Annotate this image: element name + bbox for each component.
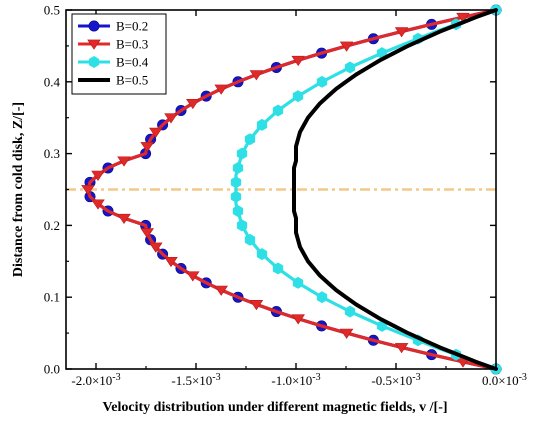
data-point-B=0.4-28 [232, 162, 244, 174]
x-axis-title: Velocity distribution under different ma… [102, 400, 447, 415]
data-point-B=0.3-17 [149, 242, 163, 253]
data-point-B=0.4-26 [230, 176, 242, 189]
data-point-B=0.4-18 [244, 233, 256, 246]
data-point-B=0.4-10 [316, 291, 328, 304]
legend-entry-B=0.3: B=0.3 [78, 37, 148, 52]
y-tick-label: 0.2 [44, 218, 60, 233]
y-tick-label: 0.1 [44, 290, 60, 305]
series-line-B=0.5 [292, 8, 498, 371]
legend-label: B=0.5 [116, 73, 148, 88]
legend-marker [88, 56, 100, 68]
data-point-B=0.4-14 [272, 262, 284, 275]
data-point-B=0.4-32 [244, 133, 256, 146]
legend-marker [87, 39, 101, 50]
data-point-B=0.3-29 [117, 156, 131, 167]
data-point-B=0.3-21 [117, 213, 131, 225]
y-tick-label: 0.3 [44, 146, 60, 161]
data-point-B=0.4-8 [344, 305, 356, 318]
data-point-B=0.3-13 [186, 271, 200, 282]
data-point-B=0.3-43 [291, 55, 305, 67]
data-point-B=0.3-49 [456, 12, 470, 23]
data-point-B=0.4-20 [236, 219, 248, 232]
data-point-B=0.3-37 [186, 99, 200, 110]
series-layer [66, 4, 502, 375]
data-point-B=0.3-45 [339, 41, 354, 52]
data-point-B=0.3-41 [249, 70, 264, 81]
data-point-B=0.4-22 [232, 205, 244, 217]
series-B=0.5 [292, 8, 498, 371]
x-tick-label: -2.0×10-3 [71, 372, 120, 388]
y-axis-title: Distance from cold disk, Z/[-] [11, 102, 26, 277]
data-point-B=0.3-11 [214, 285, 228, 296]
series-B=0.3 [81, 8, 498, 371]
legend-label: B=0.2 [116, 19, 148, 34]
y-tick-label: 0.5 [44, 3, 60, 18]
data-point-B=0.4-34 [256, 118, 268, 131]
legend-label: B=0.4 [116, 55, 149, 70]
x-tick-label: 0.0×10-3 [482, 372, 527, 388]
data-point-B=0.3-33 [149, 127, 163, 138]
legend-marker [88, 20, 100, 32]
x-tick-label: -1.0×10-3 [271, 372, 320, 388]
legend: B=0.2 B=0.3 B=0.4 B=0.5 [71, 13, 167, 95]
legend-entry-B=0.2: B=0.2 [78, 19, 148, 34]
data-point-B=0.4-30 [236, 147, 248, 160]
data-point-B=0.3-15 [164, 256, 178, 268]
data-point-B=0.4-38 [292, 90, 304, 103]
data-point-B=0.3-31 [140, 142, 154, 153]
y-tick-label: 0.4 [44, 74, 61, 89]
data-point-B=0.4-40 [316, 75, 328, 88]
legend-label: B=0.3 [116, 37, 148, 52]
legend-entry-B=0.5: B=0.5 [78, 73, 148, 88]
data-point-B=0.3-5 [339, 328, 354, 339]
data-point-B=0.3-35 [164, 113, 178, 124]
y-tick-label: 0.0 [44, 362, 60, 377]
data-point-B=0.3-27 [91, 170, 105, 181]
data-point-B=0.3-3 [394, 343, 409, 354]
data-point-B=0.4-12 [292, 276, 304, 289]
data-point-B=0.4-42 [344, 61, 356, 74]
data-point-B=0.4-16 [256, 248, 268, 261]
data-point-B=0.3-19 [140, 228, 154, 239]
legend-entry-B=0.4: B=0.4 [78, 55, 149, 70]
axes-layer: -2.0×10-3 -1.5×10-3 -1.0×10-3 -0.5×10-3 0.0×… [44, 3, 527, 389]
data-point-B=0.3-7 [291, 314, 305, 325]
data-point-B=0.3-47 [394, 27, 409, 38]
data-point-B=0.4-24 [230, 190, 242, 203]
data-point-B=0.3-39 [214, 84, 228, 95]
data-point-B=0.3-23 [91, 199, 105, 210]
data-point-B=0.3-25 [81, 185, 95, 196]
x-tick-label: -0.5×10-3 [371, 372, 420, 388]
data-point-B=0.4-36 [272, 104, 284, 117]
x-tick-label: -1.5×10-3 [171, 372, 220, 388]
data-point-B=0.3-9 [249, 300, 264, 311]
